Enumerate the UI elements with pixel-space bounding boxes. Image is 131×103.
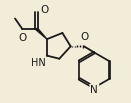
Text: O: O xyxy=(41,5,49,15)
Text: O: O xyxy=(80,32,88,42)
Text: HN: HN xyxy=(31,58,46,68)
Text: N: N xyxy=(91,85,98,95)
Polygon shape xyxy=(36,28,47,39)
Text: O: O xyxy=(18,33,26,43)
